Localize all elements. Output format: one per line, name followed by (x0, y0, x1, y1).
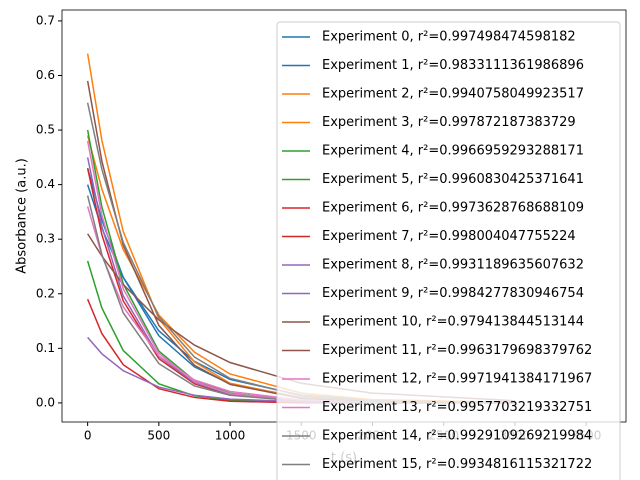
y-tick-label: 0.1 (36, 341, 55, 355)
legend-label: Experiment 10, r²=0.979413844513144 (322, 315, 584, 330)
legend-label: Experiment 11, r²=0.9963179698379762 (322, 343, 592, 358)
x-tick-label: 0 (84, 429, 92, 443)
legend-label: Experiment 12, r²=0.9971941384171967 (322, 372, 592, 387)
y-tick-label: 0.0 (36, 395, 55, 409)
legend-label: Experiment 0, r²=0.997498474598182 (322, 30, 576, 45)
y-tick-label: 0.2 (36, 286, 55, 300)
legend-label: Experiment 7, r²=0.998004047755224 (322, 229, 576, 244)
y-tick-label: 0.5 (36, 123, 55, 137)
legend: Experiment 0, r²=0.997498474598182 Experi… (276, 21, 621, 480)
legend-label: Experiment 6, r²=0.9973628768688109 (322, 201, 584, 216)
legend-label: Experiment 5, r²=0.9960830425371641 (322, 172, 584, 187)
y-tick-label: 0.4 (36, 177, 55, 191)
legend-label: Experiment 14, r²=0.9929109269219984 (322, 429, 592, 444)
legend-label: Experiment 9, r²=0.9984277830946754 (322, 286, 584, 301)
y-tick-label: 0.3 (36, 232, 55, 246)
legend-label: Experiment 4, r²=0.9966959293288171 (322, 144, 584, 159)
legend-label: Experiment 13, r²=0.9957703219332751 (322, 400, 592, 415)
x-tick-label: 500 (147, 429, 170, 443)
x-tick-label: 1000 (215, 429, 246, 443)
legend-label: Experiment 8, r²=0.9931189635607632 (322, 258, 584, 273)
legend-label: Experiment 2, r²=0.9940758049923517 (322, 87, 584, 102)
y-tick-label: 0.7 (36, 13, 55, 27)
legend-label: Experiment 1, r²=0.9833111361986896 (322, 58, 584, 73)
y-tick-label: 0.6 (36, 68, 55, 82)
legend-label: Experiment 3, r²=0.997872187383729 (322, 115, 576, 130)
y-axis-label: Absorbance (a.u.) (15, 158, 30, 274)
legend-label: Experiment 15, r²=0.9934816115321722 (322, 457, 592, 472)
legend-box (276, 21, 621, 480)
